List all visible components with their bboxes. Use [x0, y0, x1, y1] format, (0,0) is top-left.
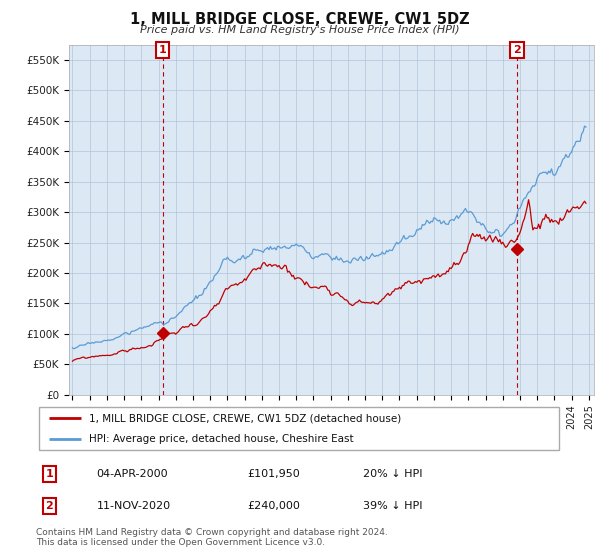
Text: 1, MILL BRIDGE CLOSE, CREWE, CW1 5DZ (detached house): 1, MILL BRIDGE CLOSE, CREWE, CW1 5DZ (de… — [89, 413, 401, 423]
Text: Contains HM Land Registry data © Crown copyright and database right 2024.
This d: Contains HM Land Registry data © Crown c… — [36, 528, 388, 547]
Text: £240,000: £240,000 — [247, 501, 300, 511]
Text: 04-APR-2000: 04-APR-2000 — [97, 469, 169, 479]
Text: 2: 2 — [46, 501, 53, 511]
Text: 1, MILL BRIDGE CLOSE, CREWE, CW1 5DZ: 1, MILL BRIDGE CLOSE, CREWE, CW1 5DZ — [130, 12, 470, 27]
Text: 20% ↓ HPI: 20% ↓ HPI — [364, 469, 423, 479]
Text: Price paid vs. HM Land Registry's House Price Index (HPI): Price paid vs. HM Land Registry's House … — [140, 25, 460, 35]
Text: £101,950: £101,950 — [247, 469, 300, 479]
Text: 1: 1 — [46, 469, 53, 479]
Text: 2: 2 — [513, 45, 521, 55]
Text: 1: 1 — [159, 45, 167, 55]
Text: 39% ↓ HPI: 39% ↓ HPI — [364, 501, 423, 511]
Text: HPI: Average price, detached house, Cheshire East: HPI: Average price, detached house, Ches… — [89, 433, 353, 444]
FancyBboxPatch shape — [38, 407, 559, 450]
Text: 11-NOV-2020: 11-NOV-2020 — [97, 501, 171, 511]
